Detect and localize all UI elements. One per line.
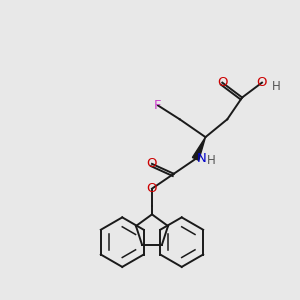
Polygon shape [192, 137, 206, 160]
Text: O: O [257, 76, 267, 89]
Text: O: O [217, 76, 228, 89]
Text: O: O [147, 158, 157, 170]
Text: H: H [206, 154, 215, 167]
Text: O: O [147, 182, 157, 195]
Text: F: F [154, 99, 162, 112]
Text: H: H [272, 80, 280, 93]
Text: N: N [196, 152, 206, 165]
